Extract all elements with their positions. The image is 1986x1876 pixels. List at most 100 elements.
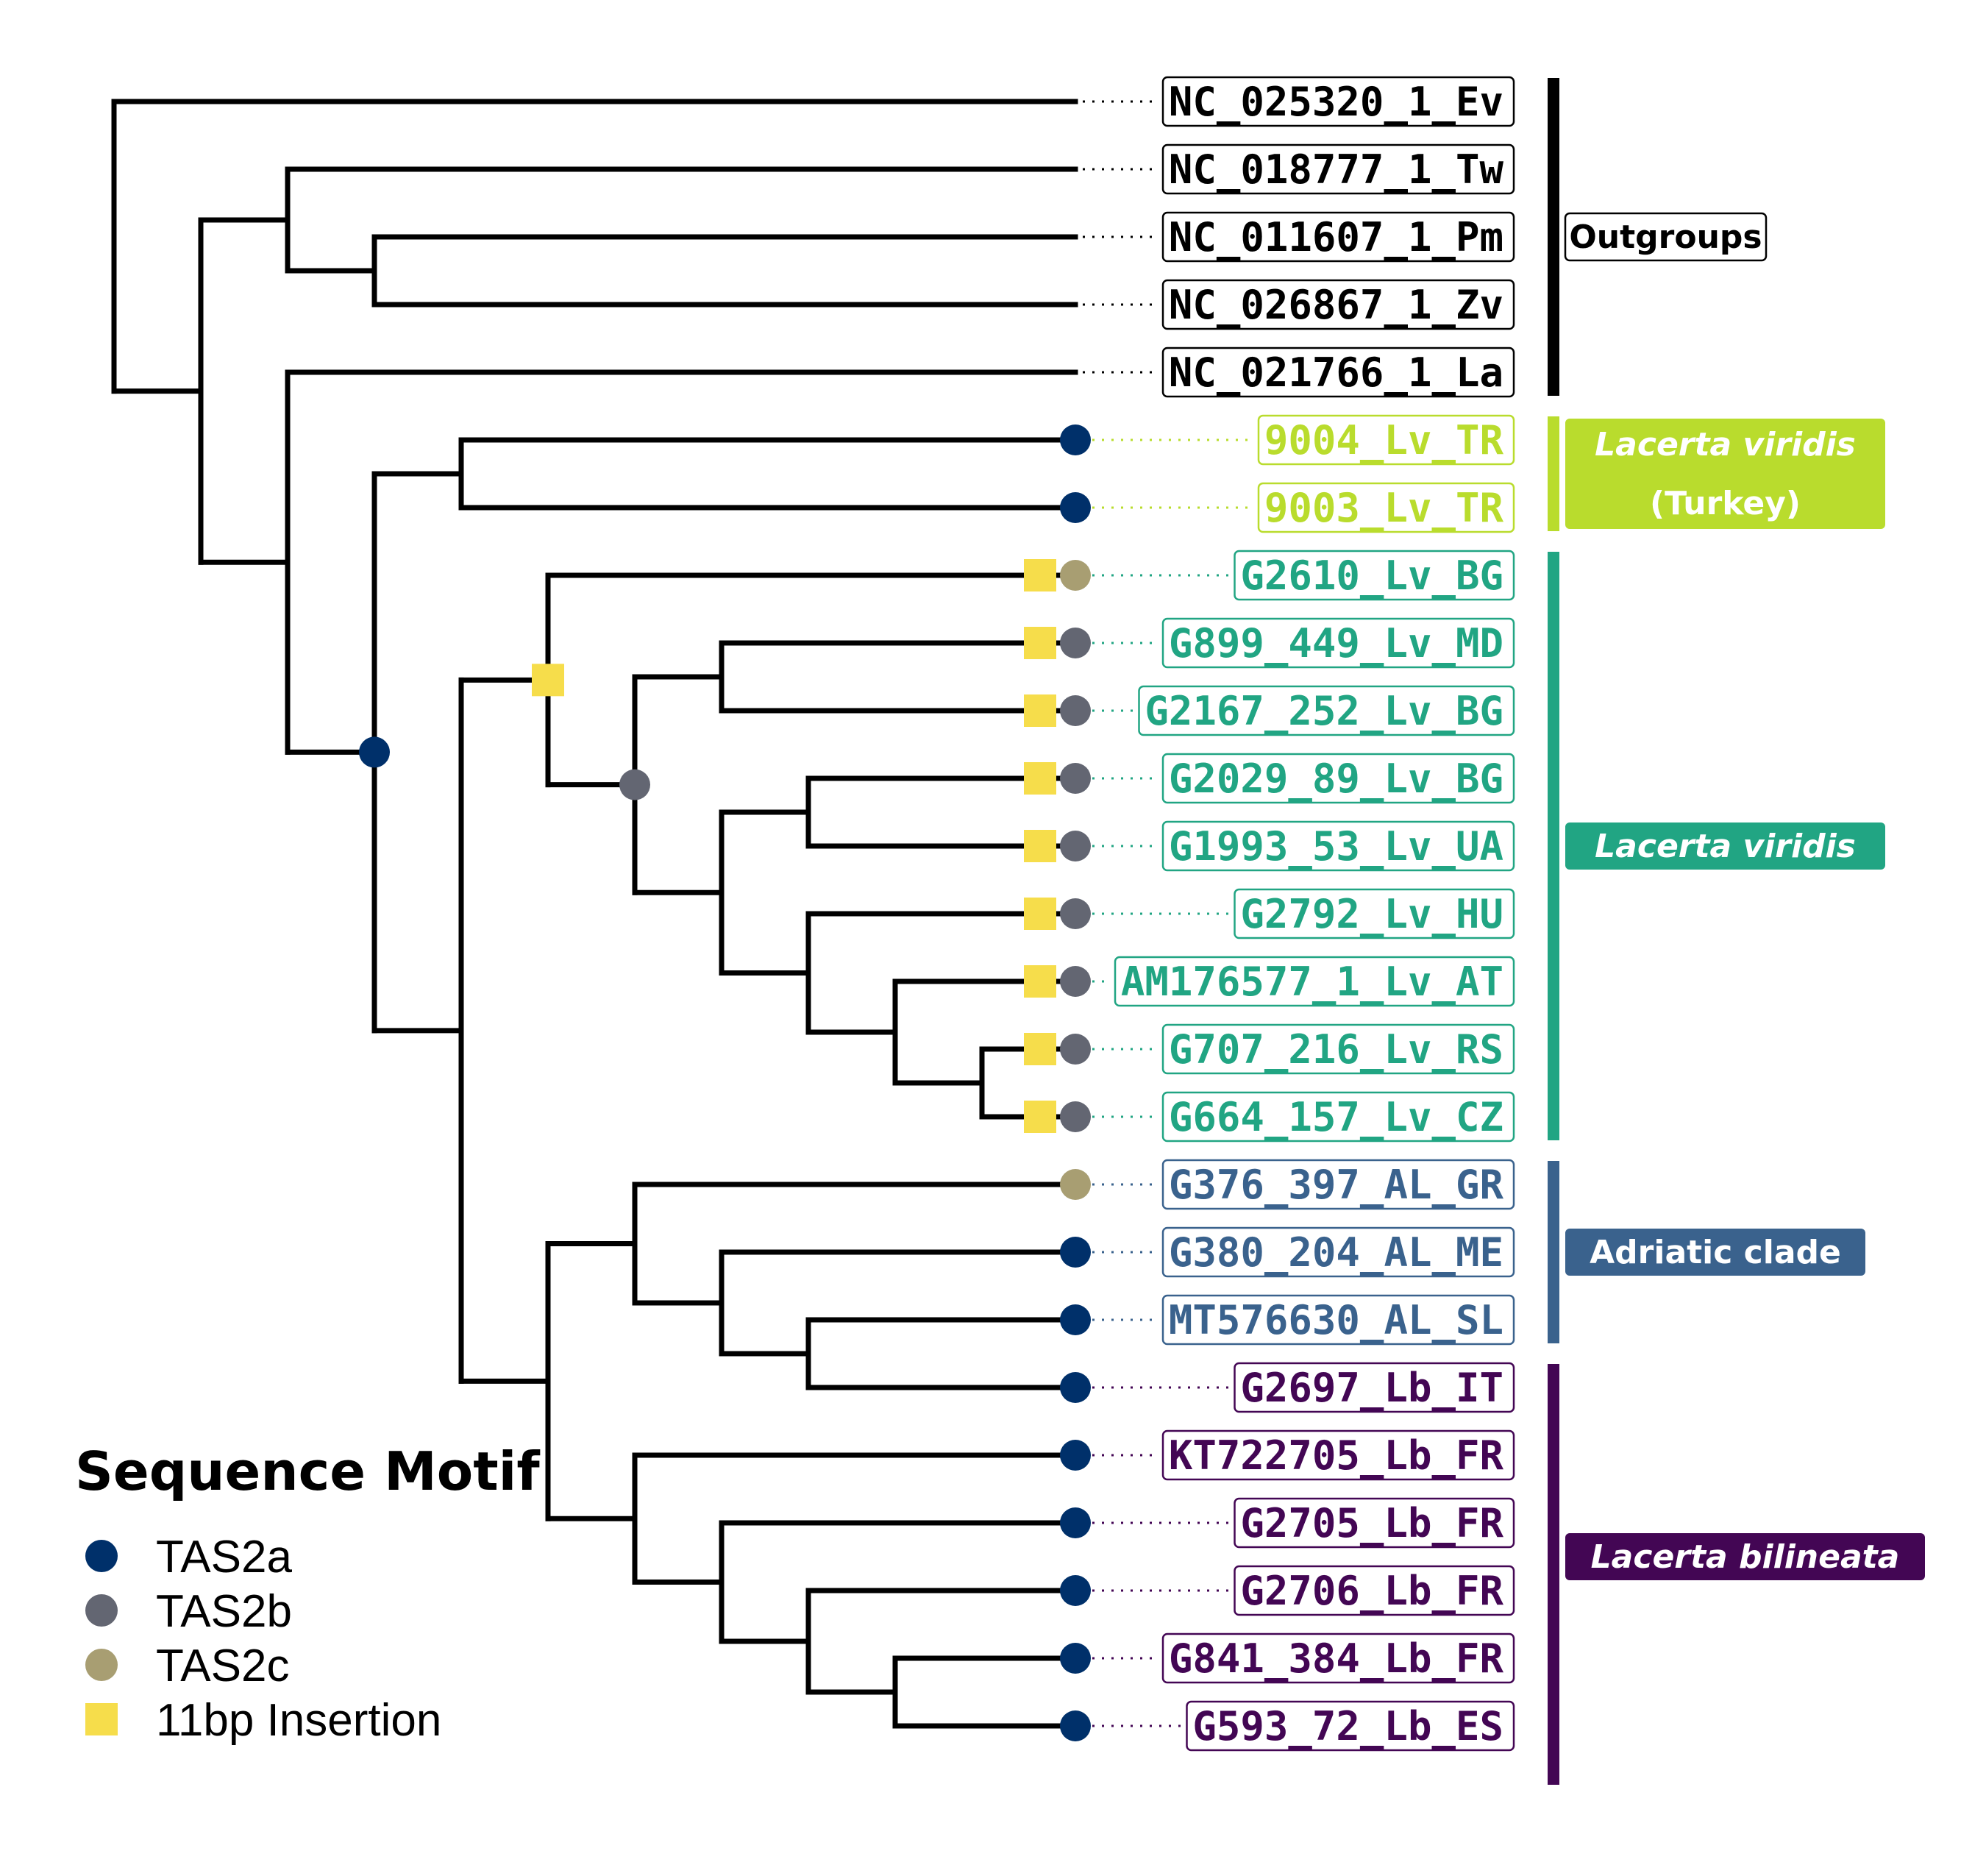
leaf-label-box xyxy=(1234,888,1515,939)
tip-tas2b-marker xyxy=(1060,1101,1091,1132)
leaf-label: NC_011607_1_Pm xyxy=(1169,214,1503,260)
leaf-label: G380_204_AL_ME xyxy=(1169,1229,1503,1276)
leaf-label: KT722705_Lb_FR xyxy=(1169,1432,1504,1479)
leaf-label-box xyxy=(1114,956,1515,1007)
leaf-label: G664_157_Lv_CZ xyxy=(1169,1094,1503,1140)
node-tas2b-marker xyxy=(619,769,650,800)
leaf-label: MT576630_AL_SL xyxy=(1169,1297,1503,1343)
legend-tas2a-swatch xyxy=(85,1540,118,1572)
clade-label: Outgroups xyxy=(1569,218,1762,256)
tip-insertion-marker xyxy=(1024,627,1056,659)
legend-title: Sequence Motif xyxy=(75,1440,540,1502)
tip-tas2a-marker xyxy=(1060,1507,1091,1538)
tip-insertion-marker xyxy=(1024,965,1056,998)
leaf-label: G2610_Lv_BG xyxy=(1240,553,1503,599)
leaf-label-box xyxy=(1161,347,1515,398)
tip-insertion-marker xyxy=(1024,762,1056,795)
leaf-label-box xyxy=(1161,76,1515,127)
leaf-label-box xyxy=(1161,1226,1515,1278)
leaf-label-box xyxy=(1161,211,1515,263)
clade-label-box xyxy=(1565,822,1885,870)
tip-tas2b-marker xyxy=(1060,763,1091,794)
clade-label: Lacerta bilineata xyxy=(1591,1538,1900,1576)
leaf-label: G1993_53_Lv_UA xyxy=(1169,823,1503,870)
tip-tas2a-marker xyxy=(1060,1440,1091,1471)
leaf-label-box xyxy=(1161,753,1515,804)
leaf-label-box xyxy=(1161,1632,1515,1684)
clade-label: Adriatic clade xyxy=(1590,1234,1841,1271)
leaf-label: G2167_252_Lv_BG xyxy=(1145,688,1503,734)
clade-label-box xyxy=(1564,212,1768,262)
leaf-label-box xyxy=(1161,1294,1515,1346)
leaf-label-box xyxy=(1234,1362,1515,1413)
tip-tas2a-marker xyxy=(1060,1304,1091,1335)
motif-markers xyxy=(359,424,1091,1741)
leaf-label: G2792_Lv_HU xyxy=(1240,891,1503,937)
leaf-label-box xyxy=(1234,550,1515,601)
tip-tas2a-marker xyxy=(1060,1575,1091,1606)
leaf-label-box xyxy=(1186,1700,1515,1752)
leaf-label: G376_397_AL_GR xyxy=(1169,1162,1504,1208)
clade-annotations: Outgroups Lacerta viridis (Turkey) Lacerta … xyxy=(1548,78,1925,1785)
leaf-label: NC_018777_1_Tw xyxy=(1169,146,1504,193)
tip-insertion-marker xyxy=(1024,559,1056,591)
leaf-label: G899_449_Lv_MD xyxy=(1169,620,1503,667)
tip-tas2b-marker xyxy=(1060,1034,1091,1065)
legend-item-label: TAS2c xyxy=(156,1641,289,1691)
leaf-label: AM176577_1_Lv_AT xyxy=(1121,959,1503,1005)
leaf-label-box xyxy=(1138,685,1515,736)
tip-tas2c-marker xyxy=(1060,560,1091,591)
legend-insertion-swatch xyxy=(85,1703,118,1735)
leaf-label: G841_384_Lb_FR xyxy=(1169,1635,1504,1682)
leaf-label: G2705_Lb_FR xyxy=(1240,1500,1503,1546)
legend-tas2b-swatch xyxy=(85,1594,118,1627)
clade-label-box xyxy=(1565,419,1885,529)
leaf-label-box xyxy=(1161,143,1515,195)
legend-item-label: 11bp Insertion xyxy=(156,1695,441,1746)
tip-tas2b-marker xyxy=(1060,695,1091,726)
tip-insertion-marker xyxy=(1024,1033,1056,1065)
tip-tas2a-marker xyxy=(1060,424,1091,455)
tip-tas2c-marker xyxy=(1060,1169,1091,1200)
leaf-labels: NC_025320_1_Ev NC_018777_1_Tw NC_011607_1_… xyxy=(1114,76,1515,1752)
leaf-label-box xyxy=(1161,820,1515,872)
leaf-label-box xyxy=(1161,1023,1515,1075)
tip-insertion-marker xyxy=(1024,694,1056,727)
tip-tas2b-marker xyxy=(1060,966,1091,997)
leaf-label-box xyxy=(1234,1497,1515,1549)
tip-tas2b-marker xyxy=(1060,898,1091,929)
tip-tas2a-marker xyxy=(1060,1237,1091,1268)
tip-insertion-marker xyxy=(1024,1101,1056,1133)
leaf-label: NC_021766_1_La xyxy=(1169,349,1503,396)
tip-tas2b-marker xyxy=(1060,628,1091,658)
leaf-label-box xyxy=(1161,1429,1515,1481)
leaf-label: G707_216_Lv_RS xyxy=(1169,1026,1503,1073)
legend-item-label: TAS2a xyxy=(156,1532,292,1582)
leaf-label: G2697_Lb_IT xyxy=(1240,1365,1503,1411)
tip-insertion-marker xyxy=(1024,830,1056,862)
tip-tas2a-marker xyxy=(1060,492,1091,523)
clade-label: (Turkey) xyxy=(1650,485,1801,522)
leaf-label-box xyxy=(1161,279,1515,330)
leaf-label: G2706_Lb_FR xyxy=(1240,1568,1503,1614)
leader-lines xyxy=(1083,100,1254,1727)
leaf-label-box xyxy=(1257,482,1515,533)
tip-tas2a-marker xyxy=(1060,1372,1091,1403)
leaf-label: 9004_Lv_TR xyxy=(1264,417,1504,463)
leaf-label: NC_026867_1_Zv xyxy=(1169,282,1503,328)
node-insertion-marker xyxy=(532,664,564,697)
clade-label: Lacerta viridis xyxy=(1595,426,1856,463)
leaf-label-box xyxy=(1161,617,1515,669)
legend-tas2c-swatch xyxy=(85,1649,118,1681)
tip-insertion-marker xyxy=(1024,898,1056,930)
tip-tas2a-marker xyxy=(1060,1643,1091,1674)
leaf-label: 9003_Lv_TR xyxy=(1264,485,1504,531)
clade-label: Lacerta viridis xyxy=(1595,828,1856,865)
clade-label-box xyxy=(1565,1533,1925,1580)
leaf-label: G593_72_Lb_ES xyxy=(1192,1703,1503,1749)
leaf-label: G2029_89_Lv_BG xyxy=(1169,756,1503,802)
leaf-label-box xyxy=(1161,1159,1515,1210)
leaf-label-box xyxy=(1161,1091,1515,1143)
